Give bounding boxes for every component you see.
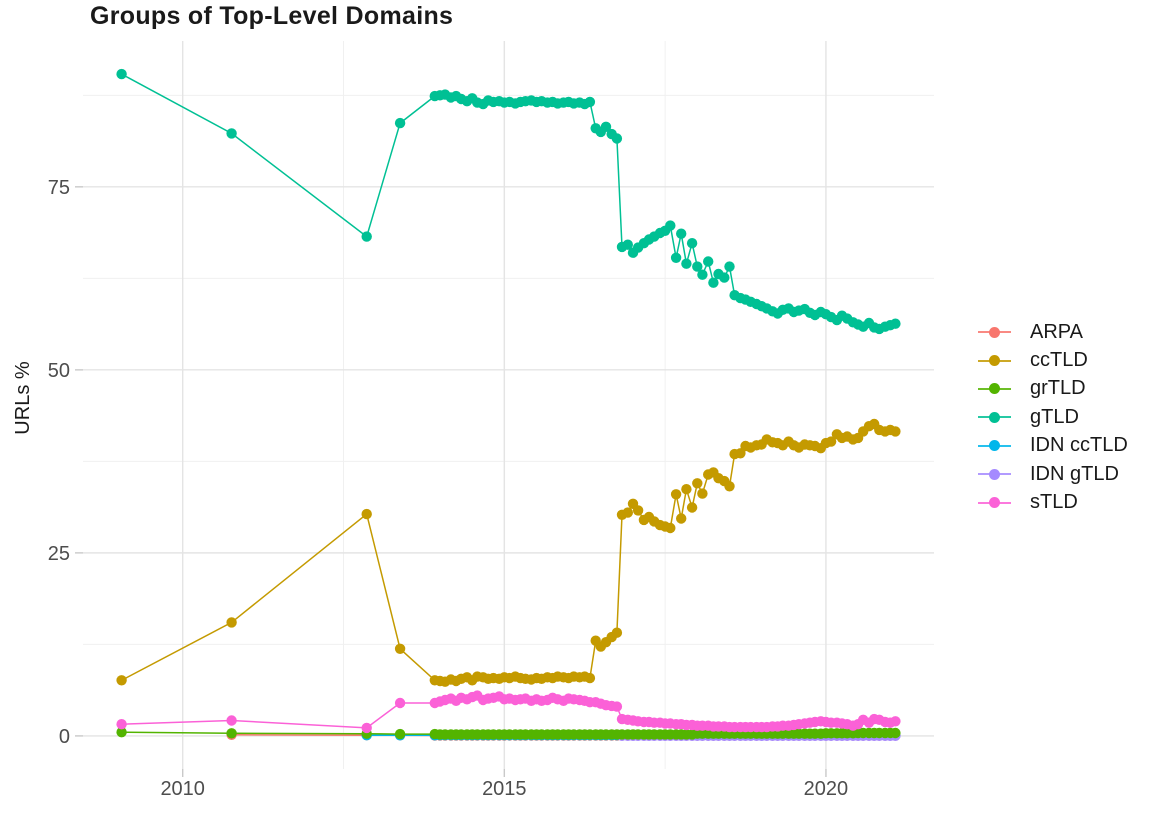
chart-title: Groups of Top-Level Domains bbox=[90, 2, 454, 30]
data-point-stld bbox=[394, 697, 406, 709]
legend-key-icon bbox=[978, 411, 1011, 424]
data-point-cctld bbox=[692, 478, 703, 489]
data-point-gtld bbox=[584, 96, 596, 108]
data-point-cctld bbox=[394, 643, 406, 654]
data-point-gtld bbox=[686, 238, 698, 249]
data-point-grtld bbox=[116, 727, 127, 738]
y-tick-label: 75 bbox=[48, 177, 70, 199]
data-point-gtld bbox=[622, 239, 633, 250]
data-point-cctld bbox=[890, 426, 901, 437]
data-point-gtld bbox=[697, 269, 708, 280]
legend-label: grTLD bbox=[1030, 377, 1086, 400]
data-point-gtld bbox=[226, 128, 237, 139]
legend-label: gTLD bbox=[1030, 405, 1079, 428]
legend-label: sTLD bbox=[1030, 491, 1078, 514]
data-point-gtld bbox=[394, 117, 406, 129]
data-point-cctld bbox=[116, 675, 127, 686]
x-tick-label: 2020 bbox=[804, 778, 849, 800]
data-point-gtld bbox=[692, 261, 703, 272]
data-point-gtld bbox=[676, 228, 687, 239]
data-point-cctld bbox=[825, 436, 837, 447]
series-line-gtld bbox=[121, 73, 896, 330]
legend: ARPA ccTLD grTLD gTLD IDN ccTLD IDN gTLD sTLD bbox=[978, 318, 1128, 517]
data-point-gtld bbox=[703, 256, 714, 267]
data-point-gtld bbox=[708, 277, 719, 288]
data-point-cctld bbox=[665, 522, 676, 534]
data-point-cctld bbox=[584, 672, 596, 684]
legend-key-icon bbox=[978, 496, 1011, 509]
data-point-cctld bbox=[622, 507, 633, 518]
data-point-cctld bbox=[676, 513, 687, 524]
legend-item-grtld: grTLD bbox=[978, 375, 1128, 403]
data-point-cctld bbox=[670, 489, 682, 500]
data-point-cctld bbox=[611, 627, 623, 638]
y-tick-label: 25 bbox=[48, 543, 70, 565]
data-point-gtld bbox=[611, 133, 623, 144]
data-point-cctld bbox=[735, 448, 746, 459]
legend-label: ARPA bbox=[1030, 320, 1083, 343]
data-point-stld bbox=[361, 722, 372, 734]
legend-key-icon bbox=[978, 439, 1011, 452]
y-tick-label: 50 bbox=[48, 360, 70, 382]
data-point-gtld bbox=[361, 231, 372, 242]
data-point-gtld bbox=[116, 68, 127, 80]
data-point-gtld bbox=[681, 258, 692, 269]
legend-item-gtld: gTLD bbox=[978, 403, 1128, 431]
legend-label: IDN gTLD bbox=[1030, 462, 1119, 485]
data-point-gtld bbox=[719, 272, 730, 283]
legend-item-idn-cctld: IDN ccTLD bbox=[978, 432, 1128, 460]
data-point-stld bbox=[890, 716, 901, 727]
data-point-cctld bbox=[632, 505, 644, 516]
x-tick-label: 2010 bbox=[160, 778, 205, 800]
data-point-cctld bbox=[681, 484, 692, 495]
data-point-stld bbox=[611, 701, 623, 712]
legend-key-icon bbox=[978, 354, 1011, 367]
data-point-gtld bbox=[670, 252, 682, 263]
legend-label: ccTLD bbox=[1030, 349, 1088, 372]
data-point-gtld bbox=[890, 318, 901, 329]
data-point-cctld bbox=[361, 508, 372, 520]
data-point-stld bbox=[226, 715, 237, 726]
legend-item-idn-gtld: IDN gTLD bbox=[978, 460, 1128, 488]
x-tick-label: 2015 bbox=[482, 778, 527, 800]
data-point-grtld bbox=[394, 728, 406, 740]
data-point-stld bbox=[116, 719, 127, 730]
data-point-cctld bbox=[697, 488, 708, 499]
data-point-grtld bbox=[890, 727, 901, 739]
legend-key-icon bbox=[978, 468, 1011, 481]
legend-label: IDN ccTLD bbox=[1030, 434, 1128, 457]
data-point-cctld bbox=[226, 617, 237, 628]
data-point-gtld bbox=[724, 261, 735, 272]
legend-item-cctld: ccTLD bbox=[978, 346, 1128, 374]
legend-key-icon bbox=[978, 382, 1011, 395]
data-point-cctld bbox=[724, 481, 735, 492]
legend-item-arpa: ARPA bbox=[978, 318, 1128, 346]
data-point-cctld bbox=[686, 502, 698, 513]
legend-key-icon bbox=[978, 326, 1011, 339]
y-tick-label: 0 bbox=[59, 726, 70, 748]
data-point-gtld bbox=[665, 220, 676, 231]
data-point-grtld bbox=[226, 728, 237, 739]
data-point-gtld bbox=[600, 121, 612, 132]
legend-item-stld: sTLD bbox=[978, 488, 1128, 516]
